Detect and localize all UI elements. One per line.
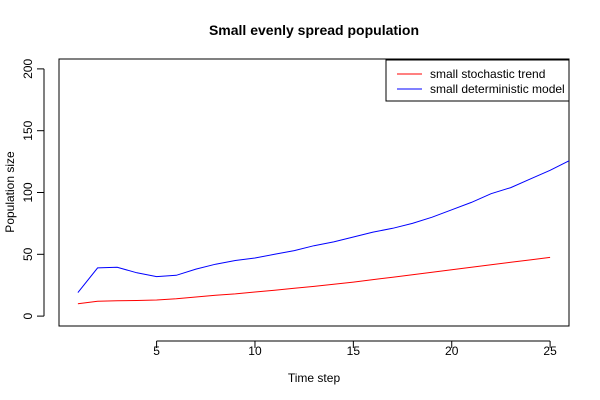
y-axis-label: Population size (3, 151, 17, 233)
legend-box (385, 59, 570, 102)
y-axis: 0 50 100 150 200 (21, 59, 45, 319)
x-tick-label: 5 (153, 344, 160, 358)
y-tick-label: 0 (21, 312, 35, 319)
legend: small stochastic trend small determinist… (385, 59, 570, 102)
y-tick-label: 50 (21, 247, 35, 261)
y-tick-label: 150 (21, 120, 35, 140)
series-lines (77, 160, 569, 305)
x-tick-label: 20 (445, 344, 459, 358)
chart-title: Small evenly spread population (209, 22, 419, 38)
legend-label-stochastic: small stochastic trend (430, 67, 545, 81)
x-axis: 5 10 15 20 25 (153, 340, 557, 358)
legend-label-deterministic: small deterministic model (430, 82, 565, 96)
x-tick-label: 15 (347, 344, 361, 358)
y-tick-label: 100 (21, 182, 35, 202)
x-axis-label: Time step (288, 371, 341, 385)
x-tick-label: 10 (248, 344, 262, 358)
series-line-deterministic (77, 160, 569, 293)
y-tick-label: 200 (21, 59, 35, 79)
series-line-stochastic (77, 256, 551, 305)
plot-frame (58, 58, 570, 327)
x-tick-label: 25 (543, 344, 557, 358)
